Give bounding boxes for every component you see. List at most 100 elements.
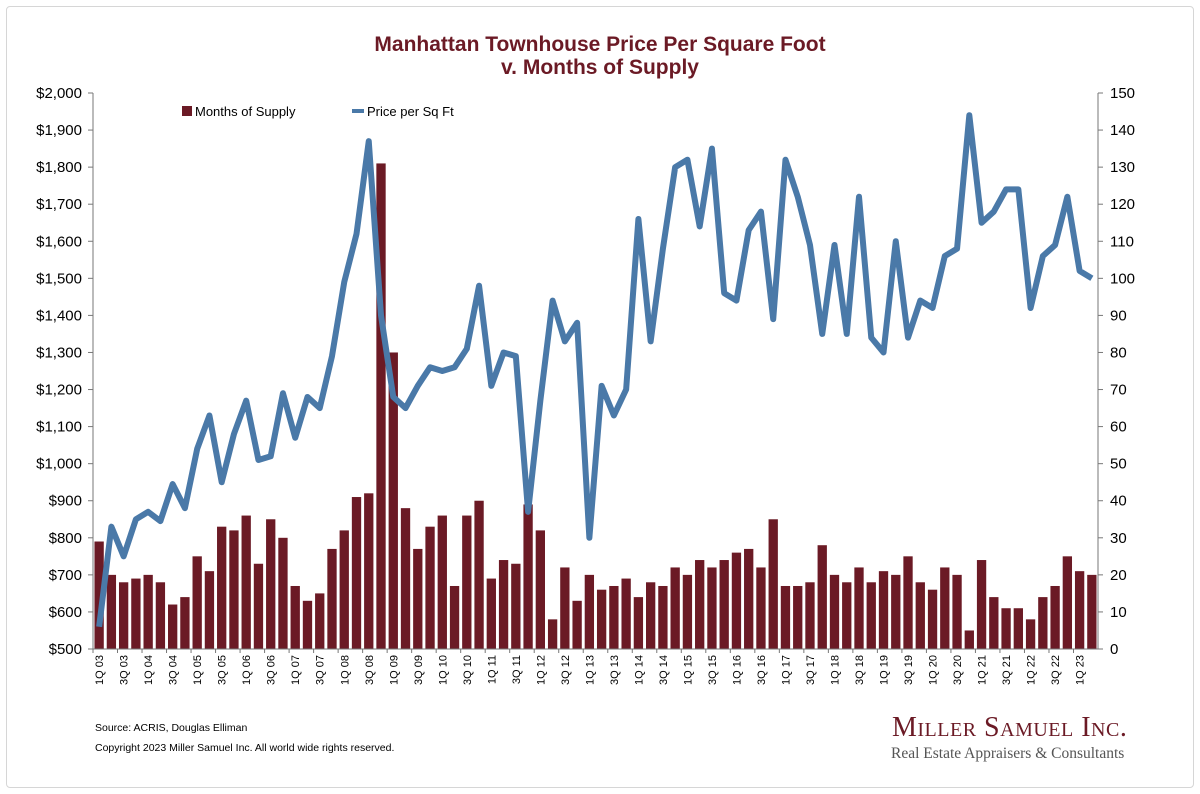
left-tick-label: $1,400 xyxy=(36,307,82,324)
bar-months-of-supply xyxy=(241,515,251,649)
right-tick-label: 30 xyxy=(1110,530,1127,547)
right-axis-ticks: 0 10 20 30 40 50 60 70 80 90 100 110 120 130 140 150 xyxy=(1098,85,1135,658)
bar-months-of-supply xyxy=(229,530,239,649)
left-tick-label: $1,900 xyxy=(36,122,82,139)
right-tick-label: 60 xyxy=(1110,419,1127,436)
bar-months-of-supply xyxy=(376,163,386,649)
left-tick-label: $1,700 xyxy=(36,196,82,213)
left-tick-label: $1,000 xyxy=(36,456,82,473)
x-tick-label: 3Q 05 xyxy=(217,655,229,685)
left-tick-label: $900 xyxy=(49,493,82,510)
x-tick-label: 1Q 09 xyxy=(388,655,400,685)
x-tick-label: 1Q 07 xyxy=(290,655,302,685)
right-tick-label: 10 xyxy=(1110,604,1127,621)
bar-months-of-supply xyxy=(94,541,104,649)
left-tick-label: $600 xyxy=(49,604,82,621)
left-axis-ticks: $500 $600 $700 $800 $900 $1,000 $1,100 $1,200 $1… xyxy=(36,85,93,658)
right-tick-label: 40 xyxy=(1110,493,1127,510)
bar-months-of-supply xyxy=(964,630,974,649)
bar-months-of-supply xyxy=(143,574,153,649)
bar-months-of-supply xyxy=(866,582,876,649)
source-note: Source: ACRIS, Douglas Elliman xyxy=(95,722,248,734)
bar-months-of-supply xyxy=(266,519,276,649)
bar-months-of-supply xyxy=(940,567,950,649)
bar-months-of-supply xyxy=(719,560,729,649)
left-tick-label: $1,100 xyxy=(36,419,82,436)
bar-months-of-supply xyxy=(106,574,117,649)
x-axis-ticks: 1Q 03 3Q 03 1Q 04 3Q 04 1Q 05 3Q 05 1Q 06 3Q 06… xyxy=(92,649,1087,685)
left-tick-label: $1,300 xyxy=(36,344,82,361)
bar-months-of-supply xyxy=(854,567,864,649)
bar-months-of-supply xyxy=(253,563,264,649)
legend-label-price-per-sq-ft: Price per Sq Ft xyxy=(367,104,454,119)
bar-months-of-supply xyxy=(596,589,607,649)
line-series-price-per-sq-ft xyxy=(96,112,1094,628)
chart-title-line2: v. Months of Supply xyxy=(501,56,699,79)
right-tick-label: 70 xyxy=(1110,382,1127,399)
bar-months-of-supply xyxy=(976,560,987,649)
bar-months-of-supply xyxy=(400,508,411,649)
x-tick-label: 3Q 15 xyxy=(707,655,719,685)
bar-months-of-supply xyxy=(204,571,215,649)
bar-months-of-supply xyxy=(413,548,423,649)
left-tick-label: $1,800 xyxy=(36,159,82,176)
x-tick-label: 3Q 20 xyxy=(952,655,964,685)
bar-months-of-supply xyxy=(278,537,288,649)
bar-months-of-supply xyxy=(351,497,362,649)
bar-months-of-supply xyxy=(768,519,778,649)
x-tick-label: 3Q 18 xyxy=(854,655,866,685)
bar-months-of-supply xyxy=(118,582,129,649)
chart-title-line1: Manhattan Townhouse Price Per Square Foo… xyxy=(374,33,826,56)
bar-months-of-supply xyxy=(572,600,582,649)
bar-months-of-supply xyxy=(646,582,656,649)
right-tick-label: 80 xyxy=(1110,344,1127,361)
x-tick-label: 3Q 16 xyxy=(756,655,768,685)
legend-label-months-of-supply: Months of Supply xyxy=(195,104,296,119)
x-tick-label: 3Q 21 xyxy=(1001,655,1013,685)
x-tick-label: 1Q 08 xyxy=(339,655,351,685)
bar-months-of-supply xyxy=(449,585,460,649)
bar-months-of-supply xyxy=(131,578,141,649)
right-tick-label: 20 xyxy=(1110,567,1127,584)
left-tick-label: $500 xyxy=(49,641,82,658)
left-tick-label: $1,200 xyxy=(36,382,82,399)
bar-months-of-supply xyxy=(315,593,325,649)
bar-months-of-supply xyxy=(756,567,766,649)
x-tick-label: 1Q 14 xyxy=(633,655,645,685)
x-tick-label: 3Q 03 xyxy=(119,655,131,685)
left-tick-label: $1,600 xyxy=(36,233,82,250)
bar-months-of-supply xyxy=(829,574,840,649)
bar-months-of-supply xyxy=(744,548,754,649)
bar-months-of-supply xyxy=(364,493,374,649)
x-tick-label: 3Q 06 xyxy=(266,655,278,685)
x-tick-label: 3Q 17 xyxy=(805,655,817,685)
bar-months-of-supply xyxy=(817,545,827,649)
bar-months-of-supply xyxy=(425,526,435,649)
bar-months-of-supply xyxy=(584,574,595,649)
bar-months-of-supply xyxy=(903,556,913,649)
bar-months-of-supply xyxy=(217,526,227,649)
brand-logo-text: Miller Samuel Inc. xyxy=(892,712,1128,743)
x-tick-label: 1Q 20 xyxy=(928,655,940,685)
bar-months-of-supply xyxy=(523,504,533,649)
right-tick-label: 50 xyxy=(1110,456,1127,473)
x-tick-label: 1Q 11 xyxy=(486,655,498,684)
bar-months-of-supply xyxy=(1087,574,1097,649)
x-tick-label: 1Q 04 xyxy=(143,655,155,685)
bar-months-of-supply xyxy=(609,585,619,649)
x-tick-label: 3Q 19 xyxy=(903,655,915,685)
left-tick-label: $2,000 xyxy=(36,85,82,102)
bar-months-of-supply xyxy=(731,552,742,649)
x-tick-label: 3Q 14 xyxy=(658,655,670,685)
legend-swatch-months-of-supply xyxy=(182,106,192,116)
x-tick-label: 1Q 17 xyxy=(780,655,792,685)
right-tick-label: 120 xyxy=(1110,196,1135,213)
x-tick-label: 1Q 13 xyxy=(584,655,596,685)
bar-months-of-supply xyxy=(1062,556,1073,649)
right-tick-label: 130 xyxy=(1110,159,1135,176)
bar-months-of-supply xyxy=(707,567,717,649)
copyright-note: Copyright 2023 Miller Samuel Inc. All wo… xyxy=(95,742,395,754)
bar-months-of-supply xyxy=(793,585,803,649)
x-tick-label: 1Q 10 xyxy=(437,655,449,685)
